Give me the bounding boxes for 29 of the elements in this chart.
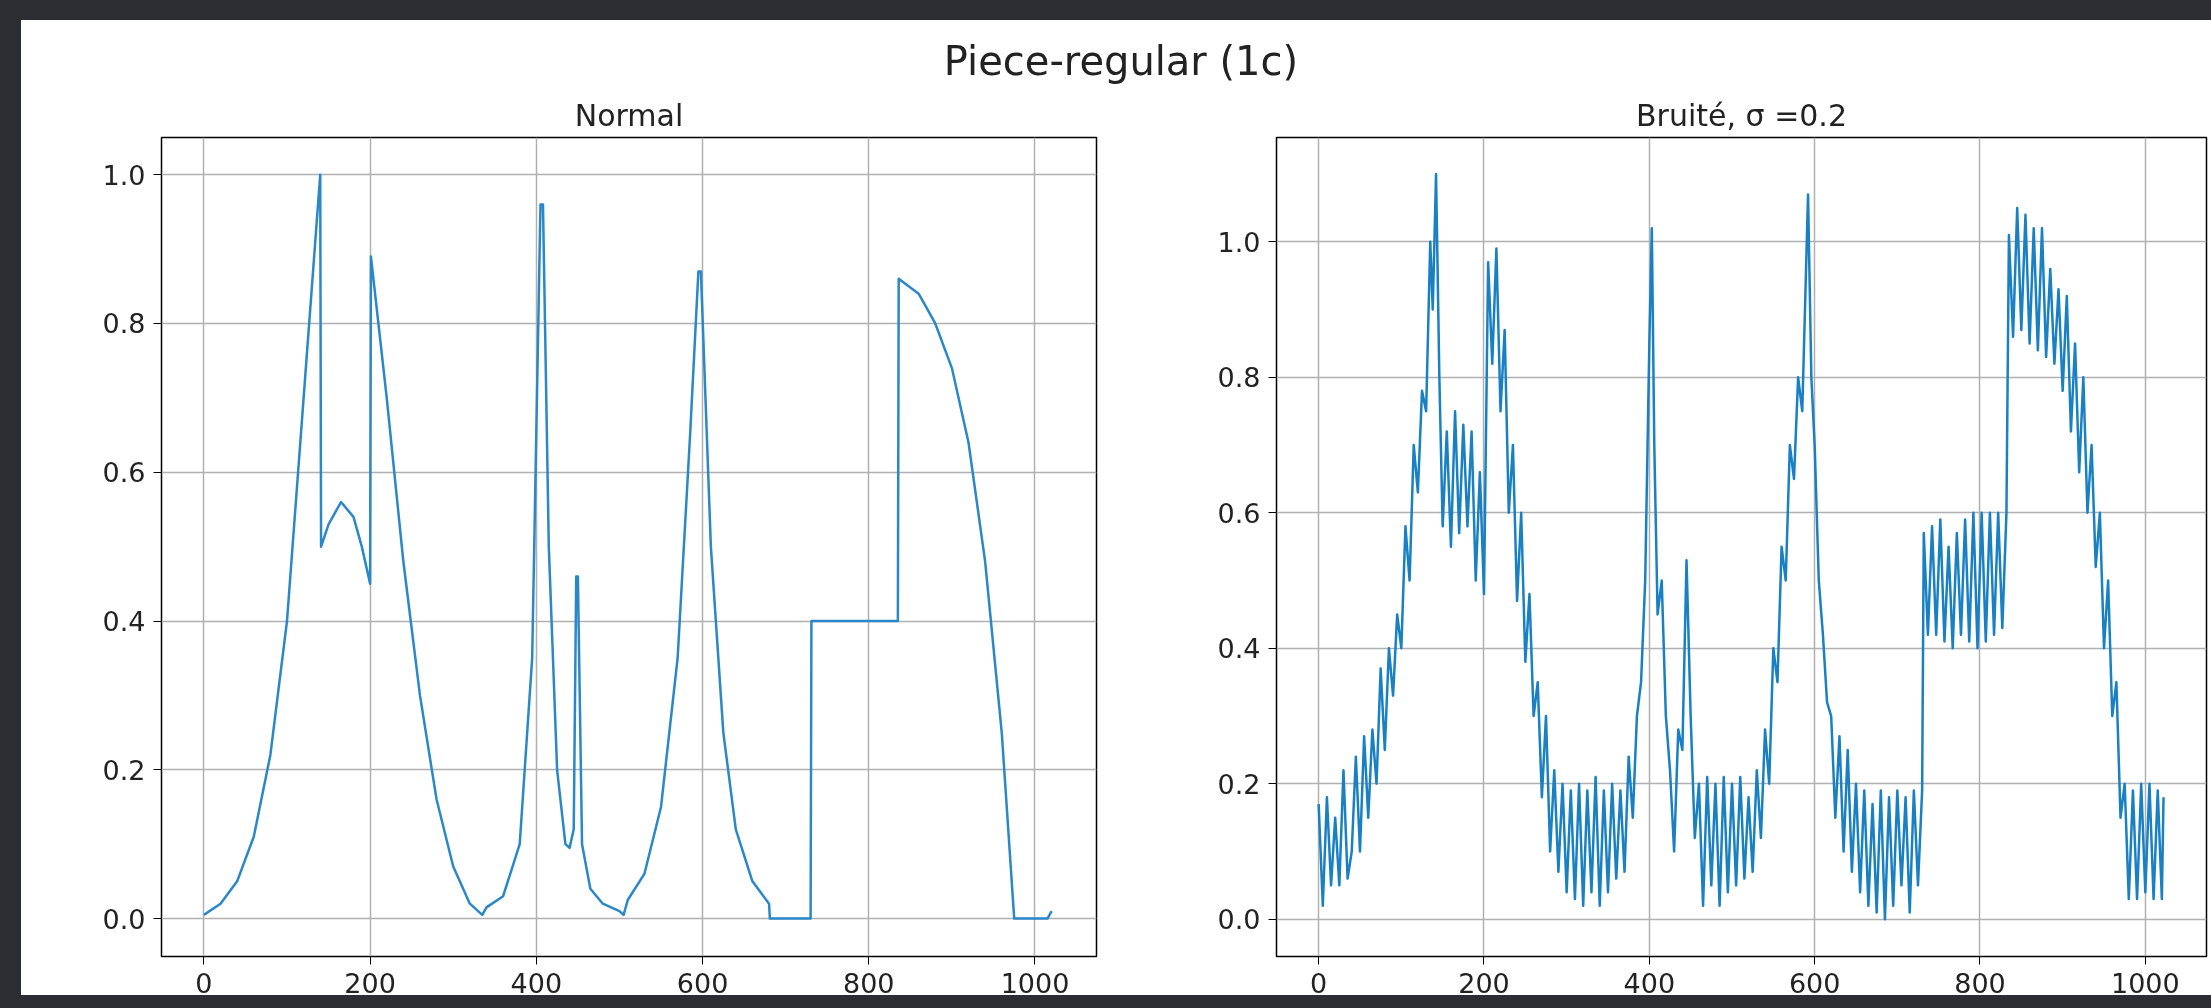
y-tick-label: 1.0 xyxy=(1217,226,1261,258)
y-tick-label: 0.2 xyxy=(1217,768,1261,800)
x-tick-label: 400 xyxy=(510,967,563,999)
chart-subtitle: Normal xyxy=(574,97,684,133)
x-tick-label: 0 xyxy=(1310,967,1328,999)
y-tick-label: 0.6 xyxy=(1217,497,1261,529)
y-tick-label: 0.4 xyxy=(102,606,146,638)
x-tick-label: 800 xyxy=(1954,967,2006,999)
y-tick-label: 0.6 xyxy=(102,457,146,489)
line-series xyxy=(202,173,1053,920)
x-tick-label: 200 xyxy=(344,967,396,999)
x-tick-label: 1000 xyxy=(1000,967,1070,999)
y-tick-label: 0.8 xyxy=(1217,362,1261,394)
x-tick-label: 1000 xyxy=(2110,967,2180,999)
y-tick-label: 0.4 xyxy=(1217,633,1261,665)
chart-title: Bruité, σ =0.2 xyxy=(1636,97,1847,133)
x-tick-label: 200 xyxy=(1458,967,1510,999)
y-tick-label: 0.2 xyxy=(102,754,146,786)
x-tick-label: 600 xyxy=(676,967,729,999)
y-tick-label: 1.0 xyxy=(102,159,146,191)
x-tick-label: 600 xyxy=(1788,967,1841,999)
y-tick-label: 0.0 xyxy=(1217,904,1261,936)
x-tick-label: 0 xyxy=(195,967,213,999)
x-tick-label: 400 xyxy=(1623,967,1676,999)
x-tick-label: 800 xyxy=(843,967,895,999)
y-tick-label: 0.8 xyxy=(102,308,146,340)
line-series xyxy=(1317,172,2165,921)
chart-title: Piece-regular (1c) xyxy=(943,37,1299,86)
y-tick-label: 0.0 xyxy=(102,903,146,935)
